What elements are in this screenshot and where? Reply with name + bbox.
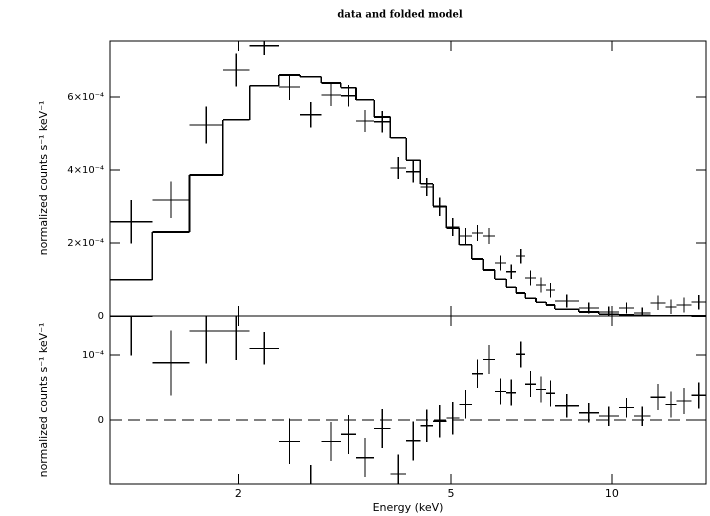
y-tick-label: 2×10⁻⁴ [67, 238, 104, 249]
x-axis-label: Energy (keV) [373, 501, 444, 514]
bottom-frame [109, 315, 707, 485]
y-tick-label: 6×10⁻⁴ [67, 92, 104, 103]
chart-title: data and folded model [337, 10, 462, 21]
y-axis-label: normalized counts s⁻¹ keV⁻¹ [37, 101, 50, 256]
y-axis-label: normalized counts s⁻¹ keV⁻¹ [37, 323, 50, 478]
y-tick-label: 10⁻⁴ [82, 350, 104, 361]
y-tick-label: 4×10⁻⁴ [67, 165, 104, 176]
x-tick-label: 5 [448, 487, 455, 500]
top-frame [109, 40, 707, 317]
y-tick-label: 0 [98, 311, 104, 322]
x-tick-label: 10 [605, 487, 619, 500]
y-tick-label: 0 [98, 415, 104, 426]
x-tick-label: 2 [235, 487, 242, 500]
